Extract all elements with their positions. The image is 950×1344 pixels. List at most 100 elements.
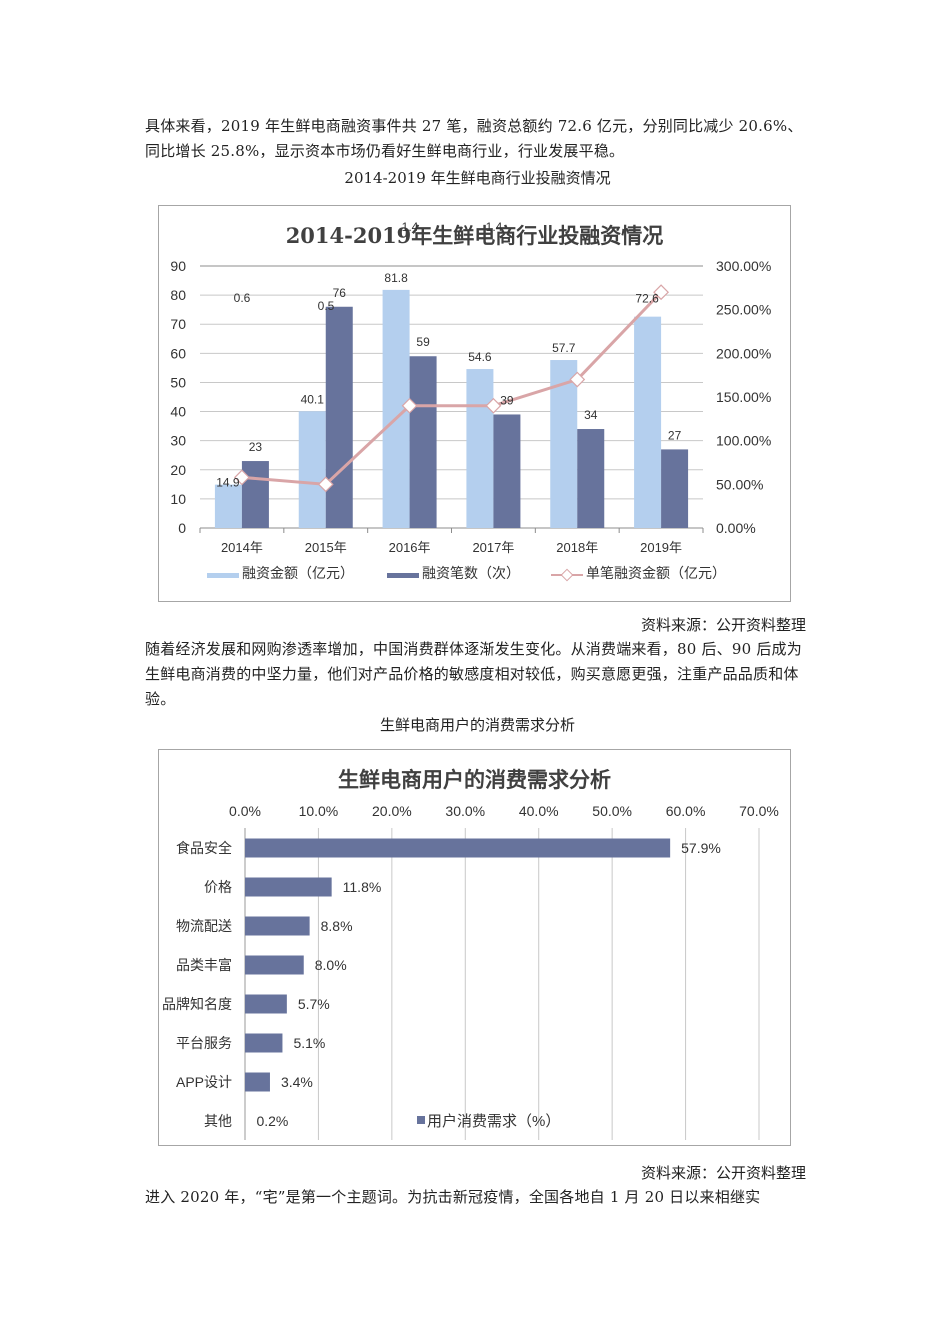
label-amount: 57.7 [552, 341, 576, 355]
line-per-deal [241, 291, 663, 486]
chart2-source: 资料来源：公开资料整理 [640, 1164, 806, 1182]
x-axis-tick: 0.0% [229, 803, 261, 819]
category-label: 价格 [204, 879, 232, 895]
right-axis-tick: 50.00% [716, 476, 763, 492]
left-axis-tick: 40 [170, 404, 186, 420]
investment-chart-plot: 0 10 20 30 40 50 60 70 80 90 0.00% 50.00% 100.00% 150… [170, 206, 771, 582]
x-axis-tick: 70.0% [739, 803, 779, 819]
value-label: 3.4% [281, 1074, 313, 1090]
x-axis-tick: 10.0% [299, 803, 339, 819]
x-axis-label: 2016年 [389, 540, 431, 555]
paragraph-investment-summary: 具体来看，2019 年生鲜电商融资事件共 27 笔，融资总额约 72.6 亿元，… [145, 117, 803, 160]
x-axis-tick: 30.0% [445, 803, 485, 819]
label-per-deal: 1.4 [486, 220, 503, 234]
left-axis-tick: 80 [170, 287, 186, 303]
right-axis-tick: 150.00% [716, 389, 771, 405]
bar-amount [214, 484, 242, 528]
bar-count [493, 414, 521, 528]
label-count: 76 [333, 286, 347, 300]
bar-demand [245, 955, 304, 975]
label-count: 34 [584, 408, 598, 422]
line-marker [401, 397, 418, 414]
line-marker [317, 476, 334, 493]
value-label: 5.7% [298, 996, 330, 1012]
value-label: 8.8% [321, 918, 353, 934]
investment-chart: 2014-2019年生鲜电商行业投融资情况 0 10 20 30 40 50 60 70 80 9… [158, 205, 791, 602]
bar-demand [245, 994, 287, 1014]
left-axis-tick: 20 [170, 462, 186, 478]
line-marker [569, 371, 586, 388]
right-axis-tick: 300.00% [716, 258, 771, 274]
left-axis-tick: 90 [170, 258, 186, 274]
label-amount: 40.1 [301, 392, 325, 406]
bar-demand [245, 1033, 283, 1053]
left-axis-tick: 0 [178, 520, 186, 536]
legend-label-demand: 用户消费需求（%） [427, 1113, 560, 1130]
legend-swatch-amount [207, 573, 239, 578]
category-label: 食品安全 [176, 840, 232, 856]
paragraph-consumer-change: 随着经济发展和网购渗透率增加，中国消费群体逐渐发生变化。从消费端来看，80 后、… [145, 640, 802, 708]
label-per-deal: 1.7 [570, 206, 587, 208]
bar-count [409, 356, 437, 528]
line-marker [233, 469, 250, 486]
category-label: 物流配送 [176, 918, 232, 934]
line-marker [485, 397, 502, 414]
x-axis-label: 2019年 [640, 540, 682, 555]
label-amount: 72.6 [635, 292, 659, 306]
left-axis-tick: 10 [170, 491, 186, 507]
label-per-deal: 1.4 [402, 220, 419, 234]
left-axis-tick: 50 [170, 374, 186, 390]
demand-chart-plot: 0.0% 10.0% 20.0% 30.0% 40.0% 50.0% 60.0% 70.0% 食… [162, 803, 779, 1140]
bar-count [577, 429, 605, 528]
right-axis-tick: 0.00% [716, 520, 756, 536]
label-per-deal: 0.5 [318, 299, 335, 313]
left-axis-tick: 60 [170, 345, 186, 361]
legend-marker-line [560, 568, 574, 582]
bar-amount [466, 369, 494, 528]
label-count: 39 [500, 393, 514, 407]
label-count: 27 [668, 428, 682, 442]
category-label: 其他 [204, 1113, 232, 1129]
label-count: 23 [249, 440, 263, 454]
right-axis-tick: 100.00% [716, 433, 771, 449]
category-label: 平台服务 [176, 1035, 232, 1051]
chart2-caption: 生鲜电商用户的消费需求分析 [379, 716, 575, 734]
chart1-title: 2014-2019年生鲜电商行业投融资情况 [285, 223, 664, 248]
bar-count [241, 461, 269, 528]
bar-amount [634, 316, 662, 528]
x-axis-label: 2014年 [221, 540, 263, 555]
label-amount: 54.6 [468, 350, 492, 364]
chart1-caption: 2014-2019 年生鲜电商行业投融资情况 [344, 169, 611, 187]
bar-demand [245, 838, 671, 858]
bar-demand [245, 1072, 270, 1092]
value-label: 11.8% [343, 879, 382, 895]
bar-count [661, 449, 689, 528]
bar-demand [245, 916, 310, 936]
value-label: 5.1% [293, 1035, 325, 1051]
label-amount: 81.8 [384, 271, 408, 285]
x-axis-label: 2015年 [305, 540, 347, 555]
legend-swatch-count [387, 573, 419, 578]
x-axis-tick: 20.0% [372, 803, 412, 819]
bar-count [325, 306, 353, 528]
category-label: APP设计 [176, 1074, 232, 1090]
label-count: 59 [416, 335, 430, 349]
x-axis-label: 2017年 [472, 540, 514, 555]
value-label: 0.2% [256, 1113, 288, 1129]
chart2-title: 生鲜电商用户的消费需求分析 [338, 767, 611, 792]
right-axis-tick: 250.00% [716, 302, 771, 318]
category-label: 品类丰富 [176, 957, 232, 973]
label-amount: 14.9 [216, 476, 240, 490]
label-per-deal: 0.6 [234, 291, 251, 305]
bar-demand [245, 877, 332, 897]
legend-label-per-deal: 单笔融资金额（亿元） [586, 565, 726, 581]
x-axis-tick: 60.0% [666, 803, 706, 819]
line-marker [653, 284, 670, 301]
x-axis-tick: 50.0% [592, 803, 632, 819]
legend-label-count: 融资笔数（次） [422, 565, 520, 581]
legend-label-amount: 融资金额（亿元） [242, 565, 354, 581]
category-label: 品牌知名度 [162, 996, 232, 1012]
x-axis-label: 2018年 [556, 540, 598, 555]
value-label: 57.9% [681, 840, 721, 856]
chart1-source: 资料来源：公开资料整理 [640, 616, 806, 634]
